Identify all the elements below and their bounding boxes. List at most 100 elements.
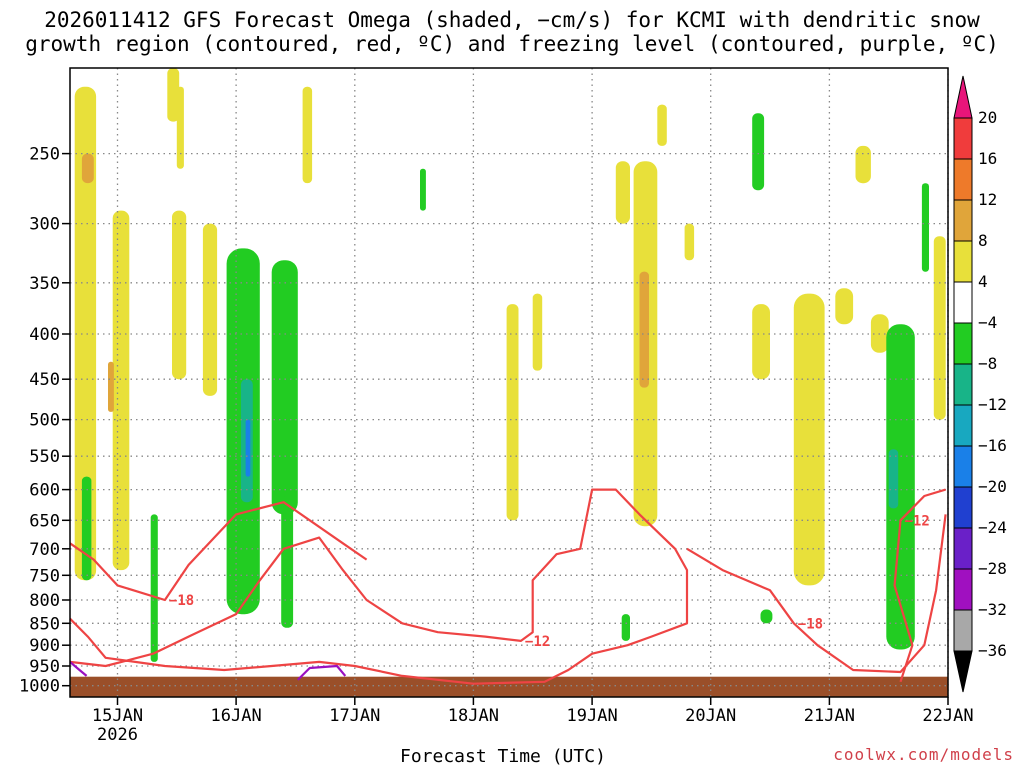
dgz-contour-label-1: −18 <box>169 593 194 609</box>
y-tick-label-7: 600 <box>29 481 60 501</box>
y-tick-label-11: 800 <box>29 591 60 611</box>
chart-title-line-2: growth region (contoured, red, ºC) and f… <box>25 32 999 56</box>
omega-feature-31 <box>752 113 765 191</box>
y-tick-label-14: 950 <box>29 657 60 677</box>
colorbar-label-12: −32 <box>978 600 1007 619</box>
omega-feature-6 <box>202 223 218 396</box>
y-tick-label-10: 750 <box>29 566 60 586</box>
colorbar-bin-2 <box>953 158 973 201</box>
colorbar-bin-12 <box>953 568 973 611</box>
colorbar-top-arrow <box>953 75 973 119</box>
colorbar-bin-11 <box>953 527 973 570</box>
omega-feature-9 <box>506 304 519 521</box>
dgz-contour-label-2: −18 <box>798 616 823 632</box>
colorbar-label-0: 20 <box>978 108 997 127</box>
y-tick-label-9: 700 <box>29 540 60 560</box>
y-tick-label-3: 400 <box>29 325 60 345</box>
colorbar-bin-13 <box>953 609 973 652</box>
omega-shading-layer <box>74 68 946 662</box>
grid-layer <box>70 68 949 697</box>
dgz-contour-0 <box>69 488 689 685</box>
omega-feature-7 <box>176 86 184 169</box>
omega-feature-17 <box>793 293 825 586</box>
freezing-contour-1 <box>297 664 347 681</box>
dgz-contour-label-0: −12 <box>525 634 550 650</box>
omega-feature-19 <box>855 145 871 184</box>
y-tick-label-8: 650 <box>29 511 60 531</box>
ground-surface <box>70 676 948 697</box>
omega-feature-18 <box>835 288 854 325</box>
dgz-contour-3 <box>893 488 946 683</box>
omega-feature-11 <box>615 161 630 224</box>
plot-border <box>69 67 949 698</box>
omega-feature-1 <box>81 153 94 184</box>
colorbar-label-9: −20 <box>978 477 1007 496</box>
colorbar-bin-4 <box>953 240 973 283</box>
omega-feature-2 <box>112 210 130 571</box>
omega-feature-35 <box>921 183 929 272</box>
colorbar-label-4: 4 <box>978 272 988 291</box>
y-tick-label-6: 550 <box>29 447 60 467</box>
colorbar-bin-10 <box>953 486 973 529</box>
freezing-contour-0 <box>69 661 88 677</box>
colorbar-bin-8 <box>953 404 973 447</box>
colorbar-bin-7 <box>953 363 973 406</box>
x-tick-label-6: 21JAN <box>804 706 855 726</box>
omega-feature-5 <box>172 210 187 380</box>
x-axis-label: Forecast Time (UTC) <box>400 746 606 767</box>
omega-feature-32 <box>760 609 773 624</box>
omega-feature-26 <box>245 419 251 477</box>
colorbar-label-1: 16 <box>978 149 997 168</box>
y-tick-label-15: 1000 <box>19 677 60 697</box>
ground-layer <box>70 676 948 697</box>
omega-feature-29 <box>420 168 426 211</box>
y-tick-label-0: 250 <box>29 145 60 165</box>
omega-feature-8 <box>302 86 313 184</box>
x-axis-ticks: 15JAN 16JAN 17JAN 18JAN 19JAN 20JAN 21JAN 22JAN… <box>92 697 974 745</box>
omega-feature-0 <box>74 86 97 581</box>
y-tick-label-4: 450 <box>29 370 60 390</box>
omega-feature-15 <box>684 223 695 261</box>
colorbar-bin-6 <box>953 322 973 365</box>
omega-feature-13 <box>639 271 649 388</box>
colorbar-label-6: −8 <box>978 354 997 373</box>
colorbar-bin-1 <box>953 117 973 160</box>
x-tick-label-3: 18JAN <box>448 706 499 726</box>
colorbar-bin-9 <box>953 445 973 488</box>
y-axis-ticks: 2503003504004505005506006507007508008509… <box>19 145 70 697</box>
omega-feature-4 <box>167 68 180 122</box>
y-tick-label-13: 900 <box>29 636 60 656</box>
colorbar: 20 16 12 8 4 −4 −8 −12 −16 −20 −24 −28 −32 −36 <box>953 75 1007 693</box>
dgz-contour-2 <box>686 514 947 674</box>
colorbar-label-8: −16 <box>978 436 1007 455</box>
chart-title-line-1: 2026011412 GFS Forecast Omega (shaded, −… <box>44 8 980 32</box>
omega-feature-28 <box>281 496 294 628</box>
x-tick-label-7: 22JAN <box>922 706 973 726</box>
colorbar-label-10: −24 <box>978 518 1007 537</box>
x-tick-label-1: 16JAN <box>211 706 262 726</box>
colorbar-label-7: −12 <box>978 395 1007 414</box>
colorbar-bottom-arrow <box>953 650 973 693</box>
site-credit: coolwx.com/models <box>833 745 1014 764</box>
colorbar-label-5: −4 <box>978 313 997 332</box>
x-tick-label-4: 19JAN <box>567 706 618 726</box>
omega-feature-16 <box>752 304 770 380</box>
omega-feature-34 <box>888 449 899 509</box>
y-tick-label-12: 850 <box>29 614 60 634</box>
omega-feature-30 <box>621 614 630 641</box>
colorbar-label-11: −28 <box>978 559 1007 578</box>
colorbar-label-2: 12 <box>978 190 997 209</box>
colorbar-bin-3 <box>953 199 973 242</box>
dgz-contour-label-3: −12 <box>905 513 930 529</box>
omega-feature-33 <box>886 324 915 650</box>
contour-layer: −12 −18 −18 −12 <box>69 488 947 685</box>
omega-feature-10 <box>532 293 543 371</box>
colorbar-label-3: 8 <box>978 231 988 250</box>
omega-feature-21 <box>933 236 946 420</box>
colorbar-bin-5 <box>953 281 973 324</box>
y-tick-label-5: 500 <box>29 411 60 431</box>
x-tick-label-0: 15JAN <box>92 706 143 726</box>
x-tick-label-5: 20JAN <box>685 706 736 726</box>
plot-frame <box>69 67 949 698</box>
